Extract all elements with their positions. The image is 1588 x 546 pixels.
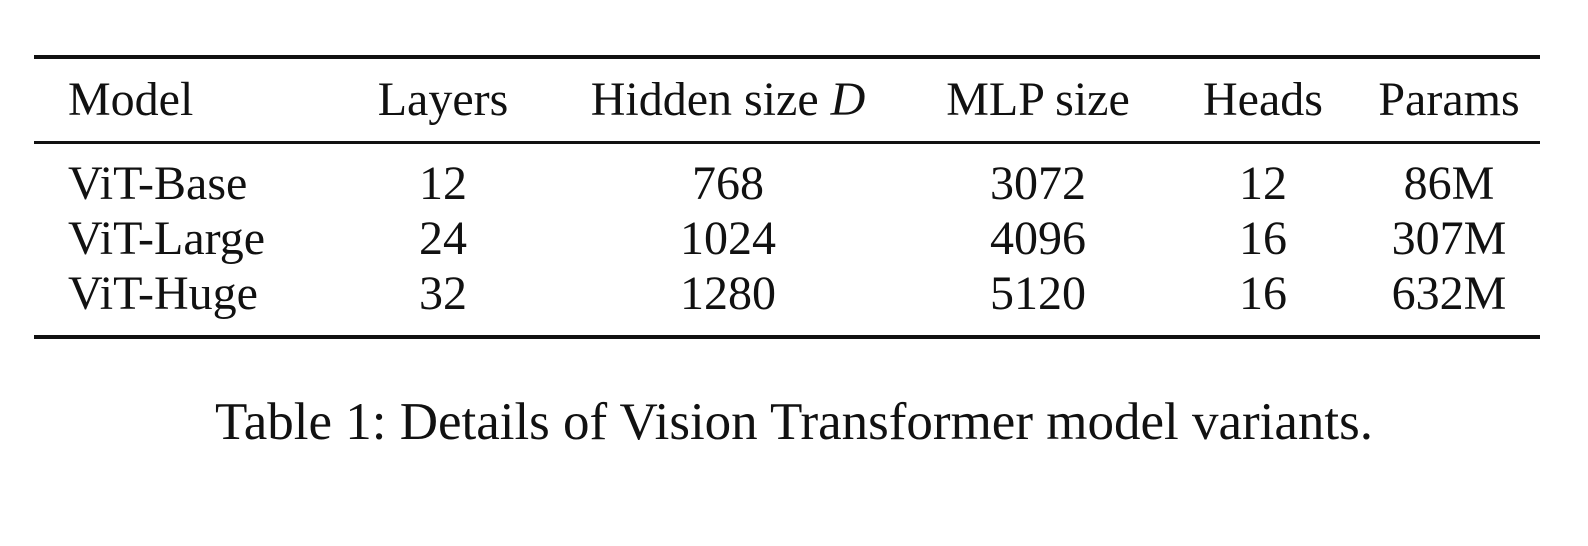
header-layers: Layers: [377, 73, 509, 126]
cell-mlp-size: 5120: [990, 266, 1086, 320]
cell-layers: 24: [419, 211, 467, 265]
cell-layers: 32: [419, 266, 467, 320]
table-row: ViT-Base 12 768 3072 12 86M: [34, 143, 1540, 212]
cell-model: ViT-Huge: [68, 266, 258, 320]
header-row: Model Layers Hidden size D MLP size Head…: [34, 57, 1540, 143]
header-hidden-size: Hidden size D: [548, 57, 908, 143]
cell-mlp-size: 4096: [990, 211, 1086, 265]
cell-heads: 12: [1239, 156, 1287, 210]
header-params: Params: [1378, 73, 1520, 126]
table-header: Model Layers Hidden size D MLP size Head…: [34, 57, 1540, 143]
cell-layers: 12: [419, 156, 467, 210]
cell-heads: 16: [1239, 266, 1287, 320]
cell-heads: 16: [1239, 211, 1287, 265]
table-row: ViT-Huge 32 1280 5120 16 632M: [34, 266, 1540, 337]
header-mlp-size: MLP size: [946, 73, 1130, 126]
table-body: ViT-Base 12 768 3072 12 86M ViT-Large 24…: [34, 143, 1540, 337]
cell-hidden-size: 1024: [680, 211, 776, 265]
model-variants-table: Model Layers Hidden size D MLP size Head…: [34, 55, 1540, 339]
header-hidden-size-label: Hidden size: [590, 73, 831, 126]
cell-hidden-size: 1280: [680, 266, 776, 320]
header-hidden-size-variable: D: [830, 73, 866, 126]
header-heads: Heads: [1203, 73, 1323, 126]
header-model: Model: [68, 73, 194, 126]
cell-params: 307M: [1391, 211, 1507, 265]
cell-hidden-size: 768: [692, 156, 764, 210]
table-row: ViT-Large 24 1024 4096 16 307M: [34, 211, 1540, 266]
table-caption: Table 1: Details of Vision Transformer m…: [215, 393, 1373, 451]
cell-params: 632M: [1391, 266, 1507, 320]
cell-model: ViT-Base: [68, 156, 248, 210]
cell-model: ViT-Large: [68, 211, 266, 265]
cell-params: 86M: [1403, 156, 1495, 210]
cell-mlp-size: 3072: [990, 156, 1086, 210]
table-figure: Model Layers Hidden size D MLP size Head…: [34, 55, 1540, 339]
